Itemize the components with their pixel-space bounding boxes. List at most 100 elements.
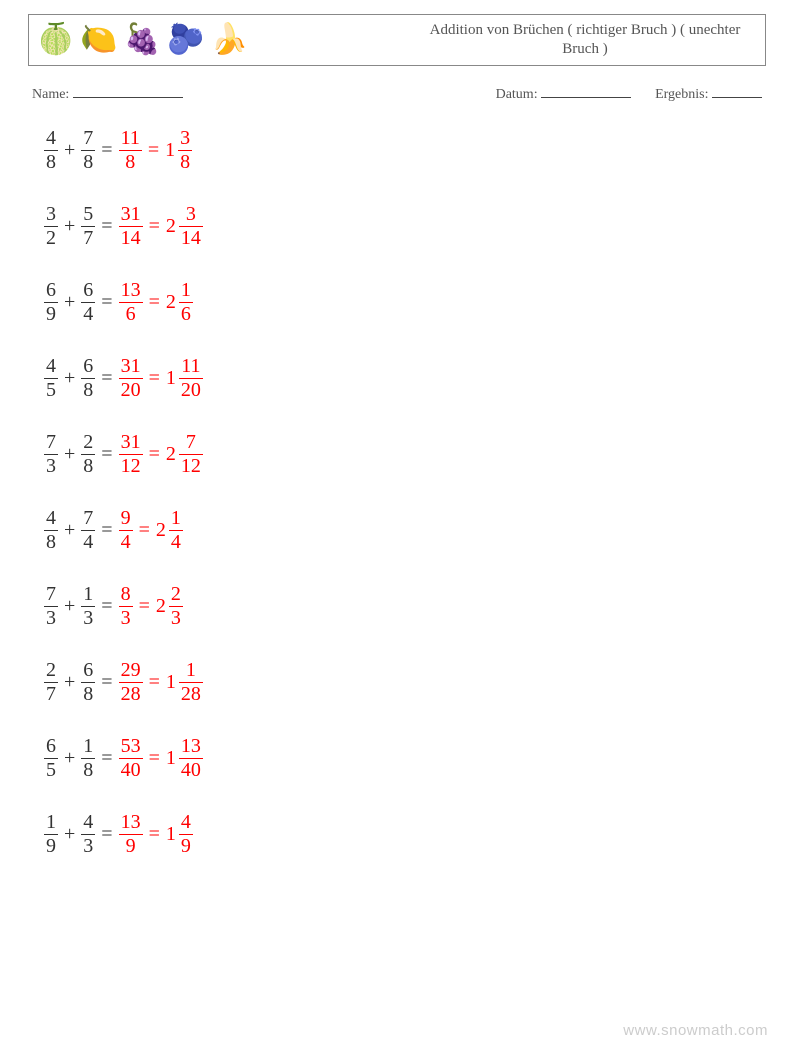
numerator: 31 (119, 356, 143, 377)
fraction: 13 (81, 584, 95, 629)
numerator: 5 (81, 204, 95, 225)
numerator: 11 (179, 356, 202, 377)
numerator: 9 (119, 508, 133, 529)
answer-improper: 2928 (119, 659, 143, 705)
worksheet-title: Addition von Brüchen ( richtiger Bruch )… (415, 21, 755, 60)
problem-row: 69+64=136=216 (44, 279, 766, 325)
problem-row: 65+18=5340=11340 (44, 735, 766, 781)
fraction: 27 (44, 660, 58, 705)
fraction: 74 (81, 508, 95, 553)
fraction: 78 (81, 128, 95, 173)
answer-improper: 5340 (119, 735, 143, 781)
fraction: 83 (119, 584, 133, 629)
fraction: 5340 (119, 736, 143, 781)
fraction: 68 (81, 660, 95, 705)
numerator: 7 (81, 128, 95, 149)
equals-sign: = (149, 823, 160, 846)
equals-sign: = (101, 215, 112, 238)
denominator: 8 (81, 684, 95, 705)
numerator: 6 (81, 280, 95, 301)
fraction: 73 (44, 432, 58, 477)
denominator: 4 (119, 532, 133, 553)
numerator: 4 (81, 812, 95, 833)
fraction: 57 (81, 204, 95, 249)
numerator: 53 (119, 736, 143, 757)
name-blank[interactable] (73, 84, 183, 98)
denominator: 40 (179, 760, 203, 781)
denominator: 28 (179, 684, 203, 705)
fraction: 118 (119, 128, 142, 173)
result-field: Ergebnis: (655, 84, 762, 103)
plus-sign: + (64, 671, 75, 694)
fraction: 128 (179, 660, 203, 705)
equals-sign: = (101, 823, 112, 846)
denominator: 8 (81, 456, 95, 477)
fraction: 48 (44, 128, 58, 173)
whole-part: 2 (166, 291, 176, 314)
numerator: 4 (179, 812, 193, 833)
grapes-icon: 🍇 (124, 25, 161, 55)
equals-sign: = (101, 443, 112, 466)
fraction: 28 (81, 432, 95, 477)
answer-improper: 3120 (119, 355, 143, 401)
denominator: 14 (179, 228, 203, 249)
numerator: 1 (81, 736, 95, 757)
denominator: 40 (119, 760, 143, 781)
fraction: 3120 (119, 356, 143, 401)
fraction: 16 (179, 280, 193, 325)
denominator: 5 (44, 760, 58, 781)
numerator: 4 (44, 508, 58, 529)
fraction: 23 (169, 584, 183, 629)
fraction: 65 (44, 736, 58, 781)
denominator: 12 (119, 456, 143, 477)
numerator: 6 (81, 660, 95, 681)
fraction: 14 (169, 508, 183, 553)
fraction: 73 (44, 584, 58, 629)
mixed-number: 223 (156, 584, 183, 629)
plus-sign: + (64, 215, 75, 238)
whole-part: 1 (166, 823, 176, 846)
plus-sign: + (64, 519, 75, 542)
whole-part: 1 (165, 139, 175, 162)
numerator: 7 (184, 432, 198, 453)
numerator: 11 (119, 128, 142, 149)
fraction: 64 (81, 280, 95, 325)
numerator: 1 (44, 812, 58, 833)
denominator: 3 (44, 608, 58, 629)
result-blank[interactable] (712, 84, 762, 98)
fraction: 38 (178, 128, 192, 173)
numerator: 6 (44, 736, 58, 757)
date-blank[interactable] (541, 84, 631, 98)
numerator: 1 (184, 660, 198, 681)
answer-improper: 3114 (119, 203, 143, 249)
denominator: 7 (44, 684, 58, 705)
equals-sign: = (149, 215, 160, 238)
equals-sign: = (101, 139, 112, 162)
denominator: 8 (81, 152, 95, 173)
answer-improper: 83 (119, 583, 133, 629)
problem-row: 19+43=139=149 (44, 811, 766, 857)
fraction: 3114 (119, 204, 143, 249)
numerator: 1 (169, 508, 183, 529)
plus-sign: + (64, 823, 75, 846)
numerator: 4 (44, 356, 58, 377)
denominator: 8 (44, 152, 58, 173)
denominator: 9 (44, 304, 58, 325)
problem-row: 48+74=94=214 (44, 507, 766, 553)
result-label: Ergebnis: (655, 87, 708, 102)
denominator: 20 (179, 380, 203, 401)
numerator: 3 (178, 128, 192, 149)
plus-sign: + (64, 291, 75, 314)
numerator: 2 (44, 660, 58, 681)
numerator: 31 (119, 204, 143, 225)
fraction: 3112 (119, 432, 143, 477)
problem-row: 73+13=83=223 (44, 583, 766, 629)
whole-part: 2 (156, 519, 166, 542)
denominator: 6 (179, 304, 193, 325)
fraction: 19 (44, 812, 58, 857)
blueberry-icon: 🫐 (167, 25, 204, 55)
denominator: 4 (81, 532, 95, 553)
denominator: 3 (119, 608, 133, 629)
denominator: 12 (179, 456, 203, 477)
equals-sign: = (101, 595, 112, 618)
